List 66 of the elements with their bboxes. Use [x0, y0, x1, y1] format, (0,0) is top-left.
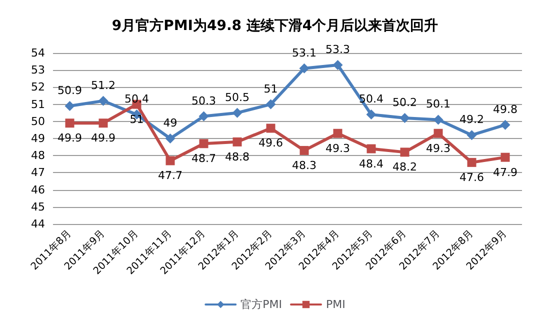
y-tick-label: 53	[31, 64, 45, 77]
data-label: 47.9	[493, 166, 518, 179]
point	[199, 139, 208, 148]
y-tick-label: 50	[31, 114, 45, 128]
y-tick-label: 48	[31, 149, 45, 162]
point	[400, 148, 410, 157]
point	[366, 110, 376, 120]
point	[333, 128, 342, 138]
data-label: 49.9	[58, 132, 82, 145]
y-tick-label: 46	[31, 183, 45, 196]
data-label: 49.8	[493, 102, 518, 116]
point	[165, 134, 176, 144]
point	[467, 158, 476, 167]
point	[366, 144, 376, 154]
point	[466, 130, 477, 140]
point	[198, 111, 209, 122]
y-tick-label: 49	[31, 132, 45, 145]
point	[400, 112, 410, 123]
data-label: 50.3	[192, 94, 216, 108]
y-tick-label: 54	[31, 46, 45, 60]
data-label: 48.8	[225, 150, 250, 164]
data-label: 47.7	[158, 169, 182, 182]
y-tick-label: 44	[31, 218, 45, 230]
data-label: 49	[163, 116, 178, 130]
data-label: 50.5	[225, 90, 250, 104]
point	[500, 120, 510, 130]
data-label: 49.9	[91, 132, 116, 145]
y-tick-label: 47	[31, 166, 45, 180]
legend-label: PMI	[326, 298, 346, 311]
point	[65, 118, 74, 128]
data-label: 48.4	[359, 157, 384, 170]
data-label: 49.6	[258, 136, 283, 150]
data-label: 49.3	[426, 142, 450, 155]
point	[98, 96, 108, 106]
point	[98, 118, 108, 128]
point	[232, 137, 242, 146]
data-label: 48.2	[392, 160, 417, 174]
point	[64, 101, 75, 112]
data-label: 48.3	[292, 158, 316, 172]
point	[332, 60, 343, 70]
point	[300, 146, 309, 155]
point	[266, 99, 276, 110]
data-label: 50.4	[124, 92, 149, 106]
point	[299, 63, 310, 74]
point	[434, 128, 443, 138]
point	[232, 108, 242, 118]
y-tick-label: 52	[31, 80, 45, 94]
data-label: 47.6	[460, 170, 484, 184]
y-tick-label: 45	[31, 200, 45, 214]
data-label: 49.3	[326, 142, 350, 155]
data-label: 50.9	[58, 84, 82, 98]
data-label: 51.2	[91, 78, 116, 92]
chart-title: 9月官方PMI为49.8 连续下滑4个月后以来首次回升	[112, 17, 438, 34]
point	[266, 124, 276, 133]
data-label: 53.3	[326, 42, 350, 56]
point	[500, 152, 510, 162]
point	[433, 114, 444, 125]
point	[166, 156, 175, 166]
data-label: 48.7	[192, 152, 216, 166]
y-tick-label: 51	[31, 98, 45, 111]
legend-label: 官方PMI	[240, 298, 282, 311]
data-label: 49.2	[460, 113, 484, 126]
data-label: 50.1	[426, 98, 450, 111]
data-label: 50.2	[392, 96, 417, 109]
data-label: 51	[264, 82, 278, 96]
data-label: 53.1	[292, 46, 316, 60]
